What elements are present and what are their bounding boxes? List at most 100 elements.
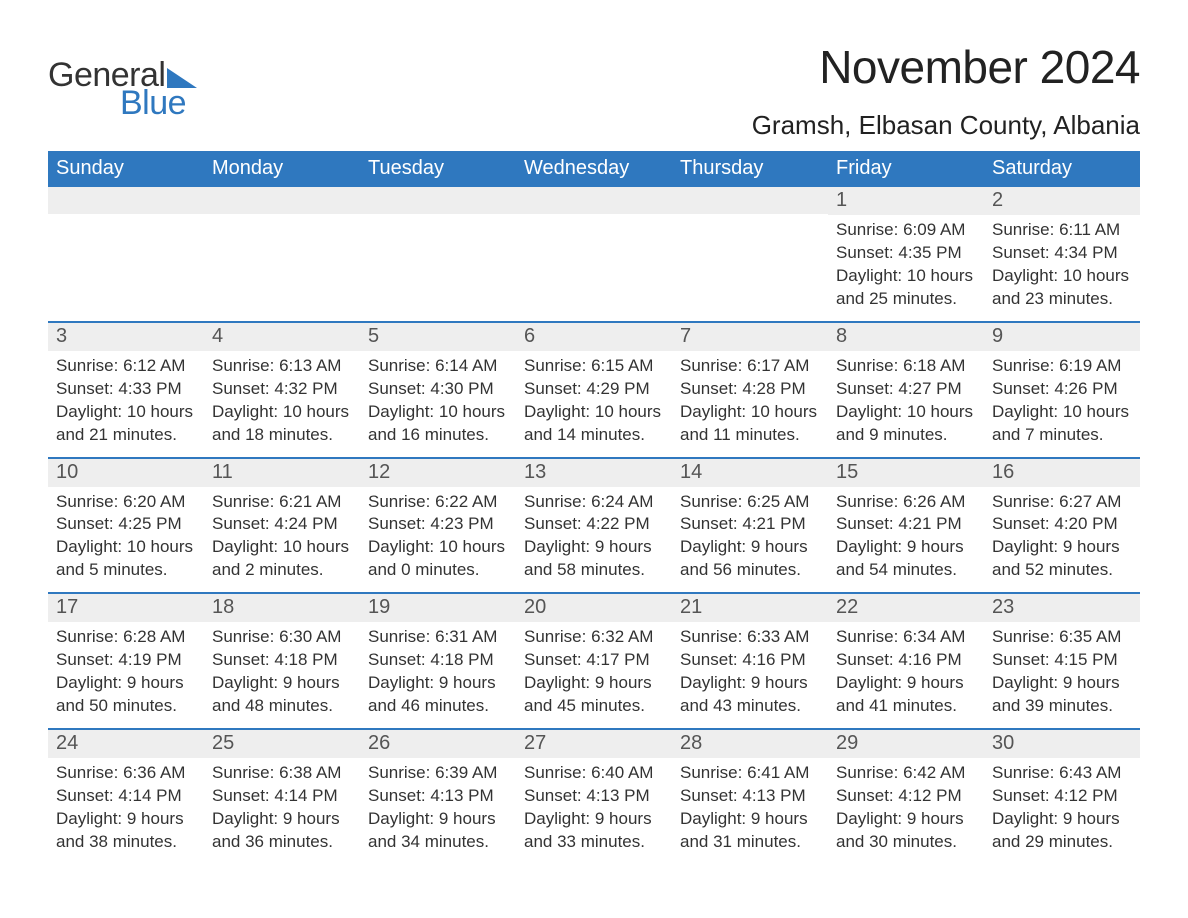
sunset-text: Sunset: 4:18 PM <box>212 649 352 672</box>
sunset-text: Sunset: 4:16 PM <box>680 649 820 672</box>
calendar-week-row: 24Sunrise: 6:36 AMSunset: 4:14 PMDayligh… <box>48 728 1140 864</box>
calendar-day-cell: 16Sunrise: 6:27 AMSunset: 4:20 PMDayligh… <box>984 459 1140 593</box>
calendar-day-cell: 4Sunrise: 6:13 AMSunset: 4:32 PMDaylight… <box>204 323 360 457</box>
day-number: 13 <box>516 459 672 487</box>
sunrise-text: Sunrise: 6:31 AM <box>368 626 508 649</box>
calendar-day-cell: 13Sunrise: 6:24 AMSunset: 4:22 PMDayligh… <box>516 459 672 593</box>
calendar-day-cell: 8Sunrise: 6:18 AMSunset: 4:27 PMDaylight… <box>828 323 984 457</box>
day-number: 4 <box>204 323 360 351</box>
day-number: 19 <box>360 594 516 622</box>
daylight-text: Daylight: 9 hours and 33 minutes. <box>524 808 664 854</box>
day-details: Sunrise: 6:36 AMSunset: 4:14 PMDaylight:… <box>48 758 204 864</box>
calendar-day-cell: 20Sunrise: 6:32 AMSunset: 4:17 PMDayligh… <box>516 594 672 728</box>
day-number: 28 <box>672 730 828 758</box>
daylight-text: Daylight: 9 hours and 34 minutes. <box>368 808 508 854</box>
daylight-text: Daylight: 10 hours and 0 minutes. <box>368 536 508 582</box>
day-details: Sunrise: 6:42 AMSunset: 4:12 PMDaylight:… <box>828 758 984 864</box>
day-details: Sunrise: 6:09 AMSunset: 4:35 PMDaylight:… <box>828 215 984 321</box>
day-number: 23 <box>984 594 1140 622</box>
daylight-text: Daylight: 10 hours and 14 minutes. <box>524 401 664 447</box>
day-number: 10 <box>48 459 204 487</box>
daylight-text: Daylight: 9 hours and 54 minutes. <box>836 536 976 582</box>
day-number: 2 <box>984 187 1140 215</box>
day-details: Sunrise: 6:40 AMSunset: 4:13 PMDaylight:… <box>516 758 672 864</box>
day-details: Sunrise: 6:20 AMSunset: 4:25 PMDaylight:… <box>48 487 204 593</box>
weekday-header: Monday <box>204 151 360 187</box>
daylight-text: Daylight: 10 hours and 23 minutes. <box>992 265 1132 311</box>
day-details: Sunrise: 6:27 AMSunset: 4:20 PMDaylight:… <box>984 487 1140 593</box>
calendar-day-cell: 12Sunrise: 6:22 AMSunset: 4:23 PMDayligh… <box>360 459 516 593</box>
sunrise-text: Sunrise: 6:28 AM <box>56 626 196 649</box>
sunrise-text: Sunrise: 6:17 AM <box>680 355 820 378</box>
day-details: Sunrise: 6:11 AMSunset: 4:34 PMDaylight:… <box>984 215 1140 321</box>
sunrise-text: Sunrise: 6:33 AM <box>680 626 820 649</box>
sunrise-text: Sunrise: 6:27 AM <box>992 491 1132 514</box>
calendar-week-row: 17Sunrise: 6:28 AMSunset: 4:19 PMDayligh… <box>48 592 1140 728</box>
day-details: Sunrise: 6:43 AMSunset: 4:12 PMDaylight:… <box>984 758 1140 864</box>
daylight-text: Daylight: 10 hours and 2 minutes. <box>212 536 352 582</box>
sunrise-text: Sunrise: 6:42 AM <box>836 762 976 785</box>
location-subtitle: Gramsh, Elbasan County, Albania <box>752 110 1140 141</box>
daylight-text: Daylight: 9 hours and 48 minutes. <box>212 672 352 718</box>
sunset-text: Sunset: 4:21 PM <box>836 513 976 536</box>
sunset-text: Sunset: 4:19 PM <box>56 649 196 672</box>
calendar-grid: Sunday Monday Tuesday Wednesday Thursday… <box>48 151 1140 864</box>
daylight-text: Daylight: 9 hours and 29 minutes. <box>992 808 1132 854</box>
day-number: 9 <box>984 323 1140 351</box>
sunrise-text: Sunrise: 6:22 AM <box>368 491 508 514</box>
sunrise-text: Sunrise: 6:09 AM <box>836 219 976 242</box>
sunrise-text: Sunrise: 6:21 AM <box>212 491 352 514</box>
sunset-text: Sunset: 4:33 PM <box>56 378 196 401</box>
calendar-day-cell: 17Sunrise: 6:28 AMSunset: 4:19 PMDayligh… <box>48 594 204 728</box>
daylight-text: Daylight: 9 hours and 41 minutes. <box>836 672 976 718</box>
daylight-text: Daylight: 9 hours and 36 minutes. <box>212 808 352 854</box>
day-details: Sunrise: 6:24 AMSunset: 4:22 PMDaylight:… <box>516 487 672 593</box>
sunrise-text: Sunrise: 6:40 AM <box>524 762 664 785</box>
day-number: 17 <box>48 594 204 622</box>
daylight-text: Daylight: 9 hours and 39 minutes. <box>992 672 1132 718</box>
sunrise-text: Sunrise: 6:25 AM <box>680 491 820 514</box>
calendar-day-cell: 5Sunrise: 6:14 AMSunset: 4:30 PMDaylight… <box>360 323 516 457</box>
sunrise-text: Sunrise: 6:18 AM <box>836 355 976 378</box>
day-number: 26 <box>360 730 516 758</box>
calendar-day-cell: 11Sunrise: 6:21 AMSunset: 4:24 PMDayligh… <box>204 459 360 593</box>
calendar-day-cell: 7Sunrise: 6:17 AMSunset: 4:28 PMDaylight… <box>672 323 828 457</box>
sunset-text: Sunset: 4:13 PM <box>368 785 508 808</box>
sunrise-text: Sunrise: 6:30 AM <box>212 626 352 649</box>
daylight-text: Daylight: 10 hours and 25 minutes. <box>836 265 976 311</box>
day-number: 30 <box>984 730 1140 758</box>
daylight-text: Daylight: 9 hours and 58 minutes. <box>524 536 664 582</box>
sunset-text: Sunset: 4:13 PM <box>524 785 664 808</box>
day-details: Sunrise: 6:32 AMSunset: 4:17 PMDaylight:… <box>516 622 672 728</box>
day-number: 6 <box>516 323 672 351</box>
day-number: 27 <box>516 730 672 758</box>
daylight-text: Daylight: 9 hours and 31 minutes. <box>680 808 820 854</box>
calendar-page: General Blue November 2024 Gramsh, Elbas… <box>0 0 1188 894</box>
calendar-day-cell: 22Sunrise: 6:34 AMSunset: 4:16 PMDayligh… <box>828 594 984 728</box>
daylight-text: Daylight: 9 hours and 56 minutes. <box>680 536 820 582</box>
day-details: Sunrise: 6:31 AMSunset: 4:18 PMDaylight:… <box>360 622 516 728</box>
day-details: Sunrise: 6:35 AMSunset: 4:15 PMDaylight:… <box>984 622 1140 728</box>
sunset-text: Sunset: 4:23 PM <box>368 513 508 536</box>
sunset-text: Sunset: 4:27 PM <box>836 378 976 401</box>
day-details: Sunrise: 6:18 AMSunset: 4:27 PMDaylight:… <box>828 351 984 457</box>
day-details: Sunrise: 6:22 AMSunset: 4:23 PMDaylight:… <box>360 487 516 593</box>
calendar-day-cell: 28Sunrise: 6:41 AMSunset: 4:13 PMDayligh… <box>672 730 828 864</box>
sunset-text: Sunset: 4:15 PM <box>992 649 1132 672</box>
calendar-week-row: 1Sunrise: 6:09 AMSunset: 4:35 PMDaylight… <box>48 187 1140 321</box>
daylight-text: Daylight: 9 hours and 45 minutes. <box>524 672 664 718</box>
day-details: Sunrise: 6:28 AMSunset: 4:19 PMDaylight:… <box>48 622 204 728</box>
month-title: November 2024 <box>752 40 1140 94</box>
day-number: 8 <box>828 323 984 351</box>
brand-logo: General Blue <box>48 40 197 120</box>
calendar-day-cell <box>516 187 672 321</box>
sunset-text: Sunset: 4:17 PM <box>524 649 664 672</box>
day-details: Sunrise: 6:19 AMSunset: 4:26 PMDaylight:… <box>984 351 1140 457</box>
day-number: 3 <box>48 323 204 351</box>
day-details: Sunrise: 6:14 AMSunset: 4:30 PMDaylight:… <box>360 351 516 457</box>
day-details: Sunrise: 6:12 AMSunset: 4:33 PMDaylight:… <box>48 351 204 457</box>
day-number: 20 <box>516 594 672 622</box>
calendar-day-cell: 15Sunrise: 6:26 AMSunset: 4:21 PMDayligh… <box>828 459 984 593</box>
day-details: Sunrise: 6:34 AMSunset: 4:16 PMDaylight:… <box>828 622 984 728</box>
weekday-header: Tuesday <box>360 151 516 187</box>
